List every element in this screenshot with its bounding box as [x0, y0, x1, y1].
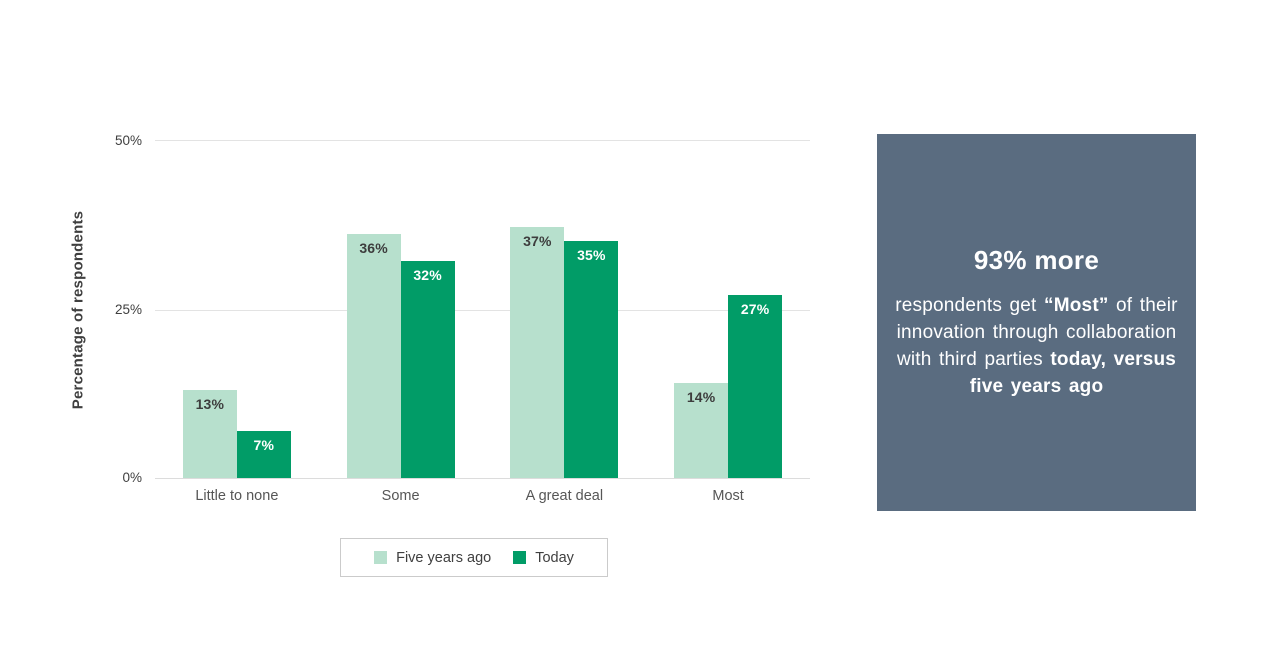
legend-label: Five years ago — [396, 549, 492, 566]
y-tick-0: 0% — [122, 470, 142, 485]
bar-value-label: 32% — [413, 267, 442, 283]
bar-pair: 13% 7% — [182, 389, 291, 478]
bar-five-years-ago-a-great-deal: 37% — [510, 227, 565, 478]
bar-value-label: 7% — [253, 436, 275, 453]
legend-item-today: Today — [513, 550, 574, 566]
bar-value-label: 35% — [577, 246, 606, 263]
bar-five-years-ago-little-to-none: 13% — [182, 389, 237, 478]
legend-label: Today — [535, 549, 574, 566]
legend-swatch-today — [513, 551, 527, 564]
bar-value-label: 36% — [359, 239, 388, 256]
bar-value-label: 37% — [523, 233, 552, 250]
bar-value-label: 14% — [686, 389, 716, 406]
category-group-some: 36% 32% Some — [319, 141, 483, 504]
callout-body-segment: respondents get — [895, 295, 1045, 316]
callout-title: 93% more — [973, 245, 1100, 275]
bar-today-most: 27% — [728, 294, 783, 478]
gridline-25 — [155, 309, 810, 311]
callout-body-bold-segment: “Most” — [1044, 295, 1109, 316]
legend: Five years ago Today — [340, 538, 608, 577]
y-axis-title: Percentage of respondents — [69, 210, 87, 409]
category-group-little-to-none: 13% 7% Little to none — [155, 141, 319, 504]
y-tick-25: 25% — [114, 301, 142, 317]
bar-groups: 13% 7% Little to none 36% 32% Some 37% 35% A gre… — [155, 141, 810, 504]
bar-pair: 37% 35% — [510, 227, 619, 478]
bar-today-some: 32% — [400, 261, 455, 478]
bar-pair: 36% 32% — [346, 233, 455, 478]
category-label: Most — [712, 488, 744, 504]
bar-value-label: 13% — [195, 395, 225, 412]
bar-today-little-to-none: 7% — [236, 430, 291, 478]
callout-body-bold-segment: today, versus five years ago — [969, 349, 1177, 397]
bar-five-years-ago-most: 14% — [674, 383, 729, 478]
legend-swatch-five-years-ago — [374, 551, 388, 564]
category-group-a-great-deal: 37% 35% A great deal — [483, 141, 647, 504]
legend-item-five-years-ago: Five years ago — [374, 550, 491, 566]
category-label: Some — [381, 488, 420, 504]
callout-box: 93% more respondents get “Most” of their… — [877, 134, 1196, 511]
callout-body-segment: of their innovation through collaboratio… — [896, 295, 1178, 370]
y-tick-50: 50% — [114, 133, 142, 148]
callout-body: respondents get “Most” of their innovati… — [891, 292, 1183, 400]
category-label: Little to none — [195, 488, 279, 504]
bar-pair: 14% 27% — [674, 294, 783, 478]
category-group-most: 14% 27% Most — [646, 141, 810, 504]
bar-five-years-ago-some: 36% — [346, 233, 401, 478]
bar-value-label: 27% — [740, 300, 770, 317]
category-label: A great deal — [525, 488, 604, 504]
bar-chart: Percentage of respondents 50% 25% 0% 13%… — [70, 133, 810, 504]
bar-today-a-great-deal: 35% — [564, 240, 619, 478]
